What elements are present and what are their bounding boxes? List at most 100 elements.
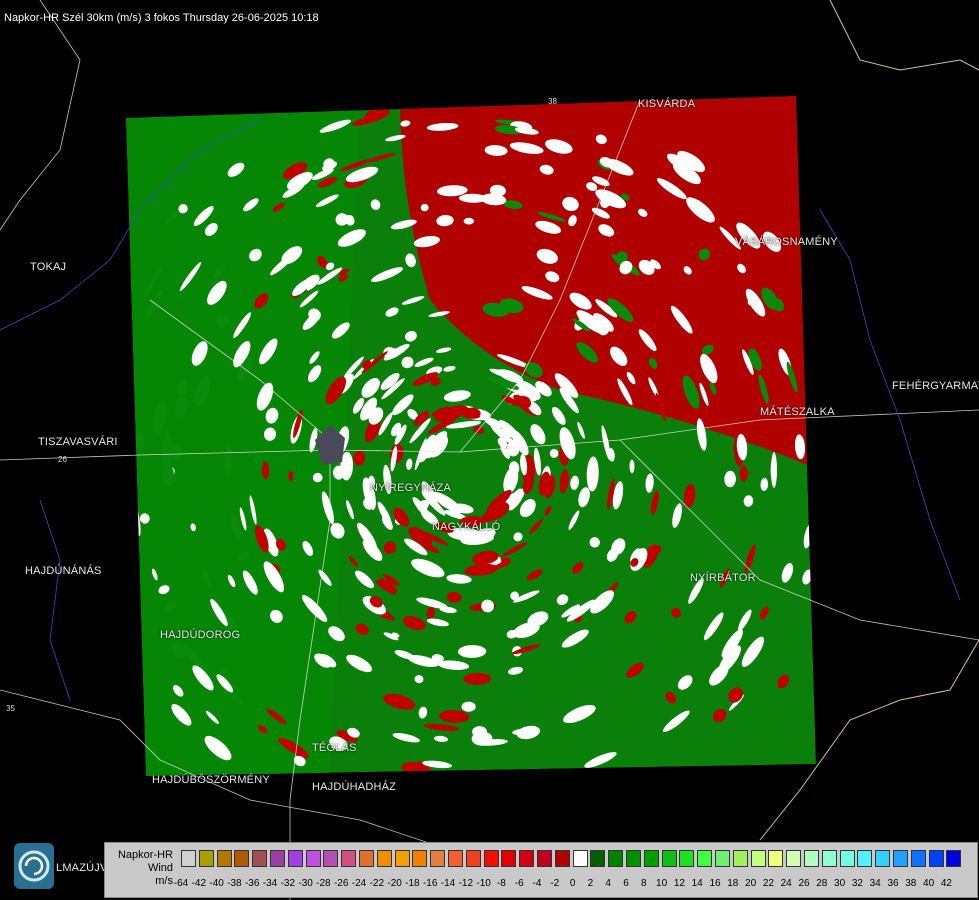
- echo-cell: [503, 467, 519, 494]
- echo-cell: [700, 353, 718, 384]
- echo-cell: [302, 311, 321, 330]
- echo-cell: [191, 341, 208, 366]
- echo-cell: [392, 394, 414, 416]
- echo-cell: [489, 368, 517, 380]
- legend-tick-label: -64: [173, 878, 189, 889]
- echo-cell: [369, 596, 383, 608]
- echo-cell: [414, 438, 427, 471]
- echo-cell: [586, 182, 598, 191]
- echo-cell: [637, 208, 648, 217]
- echo-cell: [648, 358, 658, 369]
- echo-cell: [484, 145, 508, 156]
- echo-cell: [315, 194, 339, 208]
- echo-cell: [243, 198, 259, 212]
- echo-cell: [275, 538, 286, 551]
- echo-cell: [572, 562, 584, 574]
- legend-tick-label: 22: [762, 878, 774, 889]
- echo-cell: [743, 495, 754, 507]
- legend-tick-label: -14: [440, 878, 456, 889]
- echo-cell: [407, 409, 418, 420]
- echo-cell: [205, 710, 220, 725]
- echo-cell: [302, 540, 314, 557]
- echo-cell: [352, 397, 365, 414]
- echo-cell: [472, 550, 499, 565]
- legend-swatch: [875, 850, 891, 867]
- echo-cell: [335, 213, 349, 226]
- echo-cell: [239, 507, 247, 531]
- town-label: VÁSÁROSNAMÉNY: [735, 236, 838, 248]
- legend-swatch: [750, 850, 766, 867]
- echo-cell: [216, 674, 234, 693]
- echo-cell: [379, 504, 391, 524]
- echo-cell: [670, 305, 693, 334]
- echo-cell: [174, 397, 189, 418]
- legend-tick-label: -10: [476, 878, 491, 889]
- echo-cell: [584, 752, 617, 768]
- echo-cell: [383, 693, 416, 710]
- echo-cell: [360, 397, 378, 421]
- legend-tick-label: -2: [550, 878, 560, 889]
- echo-cell: [162, 463, 175, 488]
- echo-cell: [242, 570, 258, 595]
- echo-cell: [329, 736, 348, 751]
- echo-cell: [385, 307, 399, 317]
- echo-cell: [592, 176, 610, 187]
- echo-cell: [286, 172, 313, 190]
- echo-cell: [530, 424, 546, 445]
- echo-cell: [619, 260, 633, 275]
- echo-cell: [544, 505, 552, 516]
- echo-cell: [257, 725, 268, 734]
- echo-cell: [536, 248, 558, 264]
- legend-tick-label: -16: [422, 878, 438, 889]
- echo-cell: [464, 563, 498, 576]
- echo-cell: [645, 473, 654, 493]
- legend-swatch: [661, 850, 677, 867]
- echo-cell: [677, 675, 693, 690]
- echo-cell: [551, 406, 566, 425]
- legend-swatch: [626, 850, 641, 867]
- echo-cell: [638, 329, 657, 352]
- town-label: TOKAJ: [30, 261, 67, 273]
- legend-swatch: [679, 850, 695, 867]
- echo-cell: [405, 253, 416, 268]
- echo-cell: [412, 496, 431, 519]
- echo-cell: [158, 585, 170, 595]
- echo-cell: [786, 361, 798, 393]
- echo-cell: [709, 664, 729, 686]
- echo-cell: [742, 349, 754, 375]
- echo-cell: [526, 569, 543, 581]
- echo-cell: [151, 568, 158, 581]
- legend-tick-label: -28: [316, 878, 331, 889]
- echo-cell: [738, 609, 752, 631]
- echo-cell: [521, 286, 553, 300]
- legend-tick-label: 12: [673, 878, 685, 889]
- echo-cell: [362, 539, 383, 562]
- legend-swatch: [234, 850, 250, 867]
- town-label: TISZAVASVÁRI: [38, 436, 118, 448]
- echo-cell: [312, 168, 334, 180]
- legend-swatch: [839, 850, 855, 867]
- legend-tick-label: -22: [369, 878, 385, 889]
- echo-cell: [520, 453, 528, 476]
- echo-cell: [510, 591, 519, 601]
- legend-swatch: [910, 850, 926, 867]
- echo-cell: [144, 267, 163, 296]
- echo-cell: [630, 558, 639, 567]
- echo-cell: [401, 356, 414, 369]
- echo-cell: [277, 737, 310, 758]
- echo-cell: [259, 338, 278, 365]
- echo-cell: [599, 157, 614, 168]
- road-number: 38: [548, 97, 557, 106]
- legend-swatch: [554, 850, 570, 867]
- echo-cell: [171, 703, 192, 726]
- echo-cell: [606, 548, 619, 562]
- echo-cell: [418, 706, 428, 719]
- echo-cell: [522, 474, 534, 494]
- legend-swatch: [643, 850, 659, 867]
- echo-cell: [463, 217, 475, 225]
- echo-cell: [378, 412, 393, 436]
- echo-cell: [407, 655, 439, 667]
- echo-cell: [662, 710, 690, 733]
- echo-cell: [233, 341, 251, 368]
- legend-tick-label: 38: [905, 878, 917, 889]
